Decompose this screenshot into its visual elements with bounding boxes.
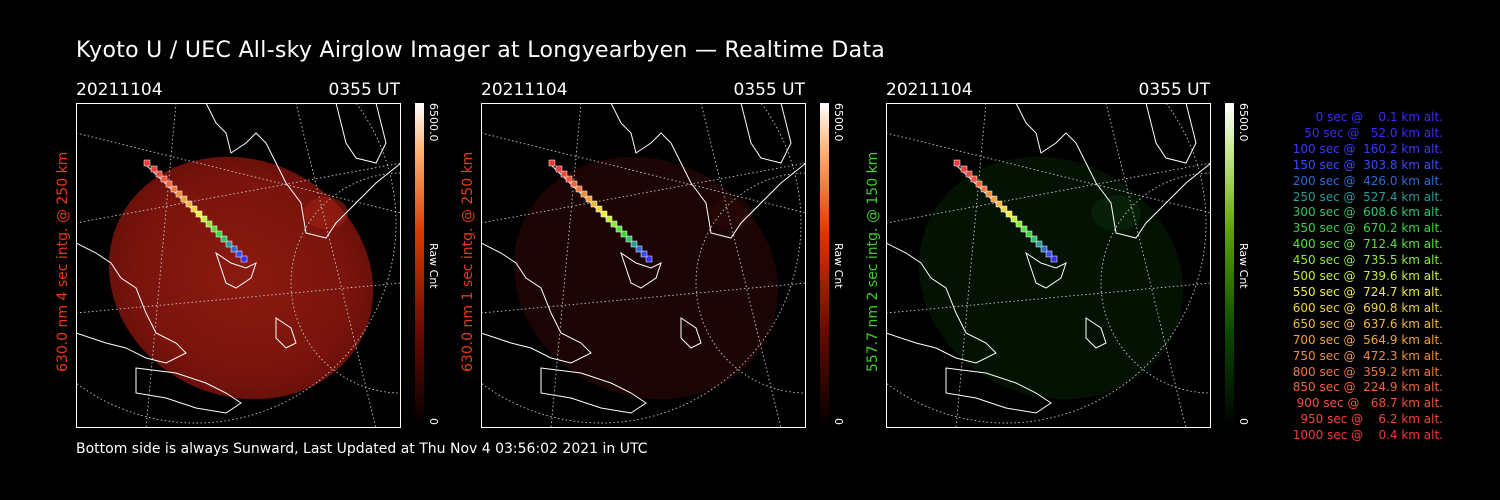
panel-2-map [481,103,806,428]
panel-2-coastlines [481,103,806,414]
panel-2-side-label: 630.0 nm 1 sec intg. @ 250 km [460,151,476,372]
panel-1-side-label: 630.0 nm 4 sec intg. @ 250 km [55,151,71,372]
legend-entry: 600 sec @ 690.8 km alt. [1288,300,1443,315]
panel-2-colorbar-unit: Raw Cnt [832,243,845,289]
legend-entry: 1000 sec @ 0.4 km alt. [1292,428,1443,443]
legend-entry: 650 sec @ 637.6 km alt. [1288,316,1443,331]
legend-entry: 950 sec @ 6.2 km alt. [1296,412,1443,427]
panel-1-trajectory [143,159,248,263]
legend-entry: 450 sec @ 735.5 km alt. [1288,253,1443,268]
legend-entry: 750 sec @ 472.3 km alt. [1288,348,1443,363]
panel-2-colorbar-max: 6500.0 [832,103,845,142]
footer-note: Bottom side is always Sunward, Last Upda… [76,441,648,457]
panel-1-time: 0355 UT [328,80,401,100]
legend-entry: 800 sec @ 359.2 km alt. [1288,364,1443,379]
panel-1-date: 20211104 [76,80,163,100]
legend-entry: 250 sec @ 527.4 km alt. [1288,189,1443,204]
panel-1-colorbar-unit: Raw Cnt [427,243,440,289]
panel-3-date: 20211104 [886,80,973,100]
panel-3-side-label: 557.7 nm 2 sec intg. @ 150 km [865,151,881,372]
legend-entry: 850 sec @ 224.9 km alt. [1288,380,1443,395]
panel-2-time: 0355 UT [733,80,806,100]
panel-3-graticule [886,103,1211,428]
legend-entry: 550 sec @ 724.7 km alt. [1288,284,1443,299]
panel-2-date: 20211104 [481,80,568,100]
page-title: Kyoto U / UEC All-sky Airglow Imager at … [76,38,886,63]
legend-entry: 900 sec @ 68.7 km alt. [1292,396,1443,411]
panel-3-time: 0355 UT [1138,80,1211,100]
trajectory-legend: 0 sec @ 0.1 km alt. 50 sec @ 52.0 km alt… [1223,110,1443,444]
panel-2-colorbar [820,103,829,428]
panel-3-coastlines [886,103,1211,414]
panel-1-colorbar-max: 6500.0 [427,103,440,142]
legend-entry: 0 sec @ 0.1 km alt. [1304,110,1443,124]
legend-entry: 700 sec @ 564.9 km alt. [1288,332,1443,347]
panel-2-trajectory [548,159,653,263]
panel-2-trajectory-markers [548,159,653,263]
panel-3-trajectory-markers [953,159,1058,263]
legend-entry: 200 sec @ 426.0 km alt. [1288,173,1443,188]
panel-1-trajectory-markers [143,159,248,263]
panel-1-map [76,103,401,428]
legend-entry: 400 sec @ 712.4 km alt. [1288,237,1443,252]
panel-1-coastlines [76,103,401,414]
panel-1-colorbar [415,103,424,428]
panel-1-colorbar-min: 0 [427,418,440,425]
panel-3-colorbar [1225,103,1234,428]
legend-entry: 50 sec @ 52.0 km alt. [1296,125,1443,140]
panel-1-graticule [76,103,401,428]
panel-2-colorbar-min: 0 [832,418,845,425]
legend-entry: 300 sec @ 608.6 km alt. [1288,205,1443,220]
legend-entry: 500 sec @ 739.6 km alt. [1288,269,1443,284]
legend-entry: 350 sec @ 670.2 km alt. [1288,221,1443,236]
panel-2-graticule [481,103,806,428]
legend-entry: 100 sec @ 160.2 km alt. [1288,141,1443,156]
panel-3-map [886,103,1211,428]
panel-3-trajectory [953,159,1058,263]
legend-entry: 150 sec @ 303.8 km alt. [1288,157,1443,172]
